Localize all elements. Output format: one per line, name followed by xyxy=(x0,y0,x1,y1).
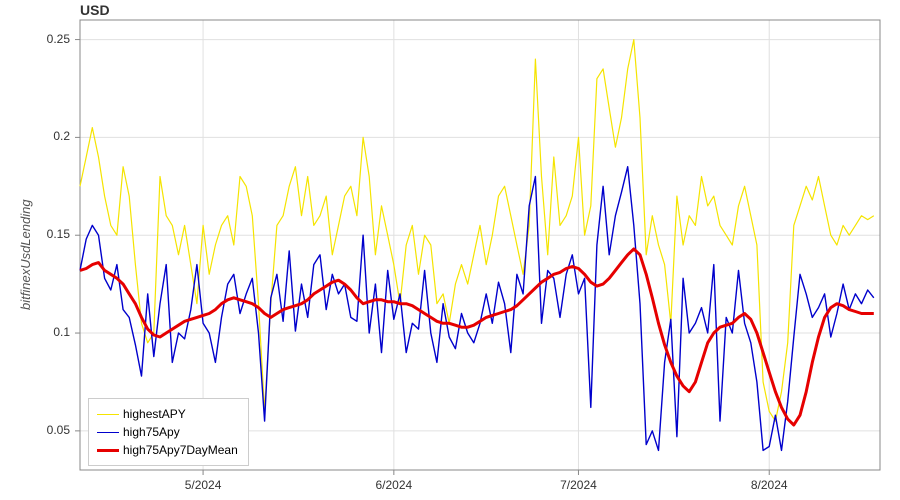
chart-container: USD bitfinexUsdLending 0.050.10.150.20.2… xyxy=(0,0,900,500)
legend-label: highestAPY xyxy=(123,407,186,421)
legend-label: high75Apy7DayMean xyxy=(123,443,238,457)
x-tick-label: 5/2024 xyxy=(163,478,243,492)
series-group xyxy=(80,40,874,451)
legend-item: highestAPY xyxy=(97,405,238,423)
legend: highestAPY high75Apy high75Apy7DayMean xyxy=(88,398,249,466)
y-tick-label: 0.1 xyxy=(0,325,70,339)
x-tick-label: 6/2024 xyxy=(354,478,434,492)
legend-item: high75Apy xyxy=(97,423,238,441)
x-tick-label: 7/2024 xyxy=(538,478,618,492)
legend-swatch xyxy=(97,414,119,415)
legend-swatch xyxy=(97,449,119,452)
y-tick-label: 0.15 xyxy=(0,227,70,241)
x-tick-label: 8/2024 xyxy=(729,478,809,492)
y-tick-label: 0.25 xyxy=(0,32,70,46)
legend-item: high75Apy7DayMean xyxy=(97,441,238,459)
y-tick-label: 0.2 xyxy=(0,129,70,143)
legend-swatch xyxy=(97,432,119,433)
y-tick-label: 0.05 xyxy=(0,423,70,437)
legend-label: high75Apy xyxy=(123,425,180,439)
